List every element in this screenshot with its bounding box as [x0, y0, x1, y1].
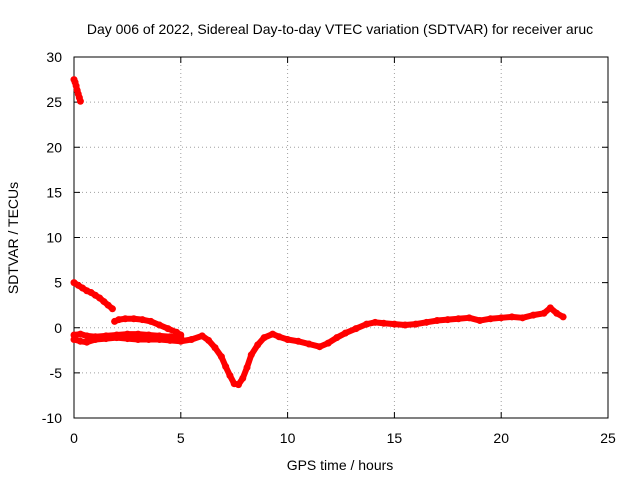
data-point	[433, 317, 441, 325]
data-point	[412, 320, 420, 328]
data-point	[352, 325, 360, 333]
data-point	[316, 343, 324, 351]
data-point	[226, 372, 234, 380]
data-point	[247, 351, 255, 359]
data-point	[70, 331, 78, 339]
data-point	[121, 315, 129, 323]
data-point	[76, 330, 84, 338]
data-point	[371, 318, 379, 326]
data-point	[559, 313, 567, 321]
data-point	[546, 304, 554, 312]
data-point	[187, 335, 195, 343]
data-point	[324, 339, 332, 347]
data-point	[177, 334, 185, 342]
data-point	[166, 333, 174, 341]
chart-title: Day 006 of 2022, Sidereal Day-to-day VTE…	[87, 21, 593, 37]
data-point	[134, 335, 142, 343]
data-point	[508, 313, 516, 321]
data-point	[222, 363, 230, 371]
data-point	[254, 341, 262, 349]
y-tick-label: 15	[46, 184, 62, 200]
data-point	[380, 319, 388, 327]
data-point	[145, 331, 153, 339]
data-point	[83, 338, 91, 346]
data-point	[239, 374, 247, 382]
data-point	[243, 363, 251, 371]
x-tick-label: 5	[177, 430, 185, 446]
y-tick-label: 30	[46, 49, 62, 65]
y-tick-label: -10	[42, 410, 62, 426]
y-tick-label: 10	[46, 230, 62, 246]
data-point	[211, 344, 219, 352]
data-point	[234, 381, 242, 389]
x-tick-label: 10	[280, 430, 296, 446]
x-tick-label: 15	[387, 430, 403, 446]
x-tick-label: 20	[493, 430, 509, 446]
data-point	[130, 315, 138, 323]
x-axis-label: GPS time / hours	[287, 457, 394, 473]
y-tick-label: -5	[50, 365, 63, 381]
y-axis-label: SDTVAR / TECUs	[5, 182, 21, 294]
data-point	[155, 332, 163, 340]
data-point	[540, 309, 548, 317]
data-point	[76, 337, 84, 345]
data-point	[260, 334, 268, 342]
data-point	[454, 315, 462, 323]
data-point	[341, 329, 349, 337]
data-point	[138, 316, 146, 324]
data-point	[113, 331, 121, 339]
data-point	[422, 318, 430, 326]
y-tick-label: 5	[54, 275, 62, 291]
data-point	[76, 97, 84, 105]
y-tick-label: 25	[46, 94, 62, 110]
data-point	[465, 314, 473, 322]
data-point	[529, 311, 537, 319]
x-tick-label: 0	[70, 430, 78, 446]
data-point	[134, 330, 142, 338]
data-point	[205, 336, 213, 344]
data-point	[333, 334, 341, 342]
data-point	[123, 330, 131, 338]
data-point	[401, 321, 409, 329]
data-point	[487, 315, 495, 323]
data-point	[363, 320, 371, 328]
data-point	[217, 353, 225, 361]
data-point	[155, 321, 163, 329]
data-point	[284, 335, 292, 343]
data-point	[147, 317, 155, 325]
data-point	[102, 332, 110, 340]
data-point	[444, 316, 452, 324]
data-point	[294, 337, 302, 345]
data-point	[108, 305, 116, 313]
x-tick-label: 25	[600, 430, 616, 446]
plot-area: 0 5 10 15 20 25 -10 -5 0 5 10 15 20 25 30	[42, 49, 616, 446]
y-tick-label: 20	[46, 139, 62, 155]
data-point	[553, 309, 561, 317]
data-point	[198, 332, 206, 340]
data-point	[305, 340, 313, 348]
data-point	[164, 325, 172, 333]
data-point	[115, 316, 123, 324]
data-point	[497, 314, 505, 322]
data-point	[390, 320, 398, 328]
data-point	[83, 332, 91, 340]
y-tick-label: 0	[54, 320, 62, 336]
data-point	[275, 333, 283, 341]
data-point	[91, 333, 99, 341]
data-point	[269, 330, 277, 338]
data-point	[519, 314, 527, 322]
data-point	[476, 317, 484, 325]
